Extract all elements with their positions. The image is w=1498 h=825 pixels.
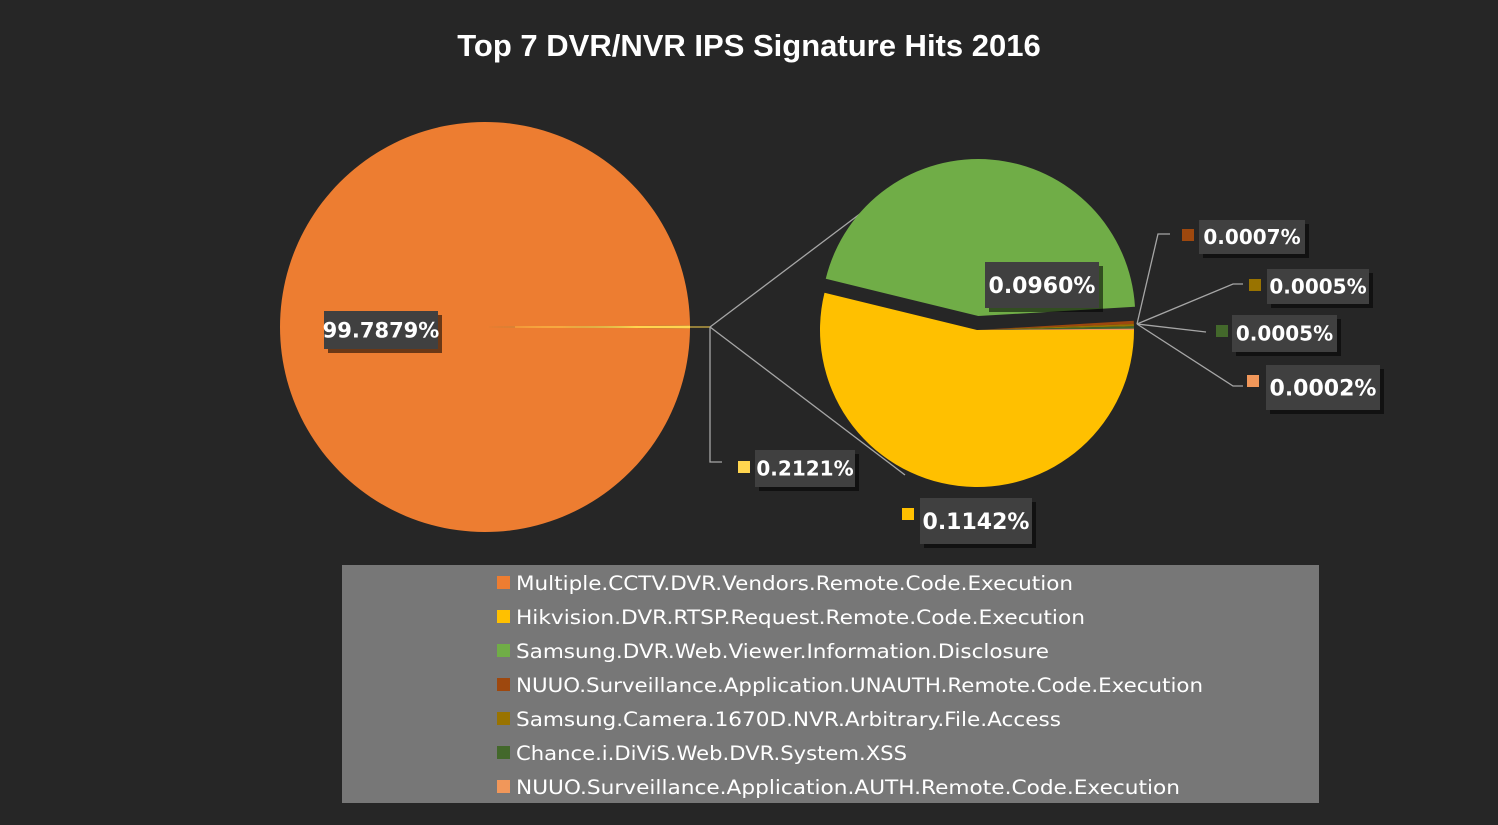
slice-samsung-camera-1670d-nvr-arbitrary-file-access	[977, 323, 1134, 330]
legend-swatch	[497, 610, 510, 623]
legend-label: Multiple.CCTV.DVR.Vendors.Remote.Code.Ex…	[516, 572, 1073, 595]
slice-nuuo-surveillance-application-auth-remote-code-execution	[977, 328, 1134, 330]
data-labels: 99.7879% 0.0960% 0.1142% 0.2121% 0.0007% 0.00…	[323, 220, 1384, 548]
data-label-text-samsung-camera: 0.0005%	[1269, 275, 1366, 299]
leader-line-other	[709, 327, 722, 463]
legend-label: Samsung.DVR.Web.Viewer.Information.Discl…	[516, 640, 1049, 663]
legend-label: Samsung.Camera.1670D.NVR.Arbitrary.File.…	[516, 708, 1061, 731]
data-label-nuuo-auth: 0.0002%	[1247, 365, 1384, 414]
data-label-samsung-dvr: 0.0960%	[985, 262, 1103, 312]
slice-chance-i-divis-web-dvr-system-xss	[977, 326, 1134, 330]
data-label-marker-chance-divis	[1216, 325, 1228, 337]
legend-swatch	[497, 712, 510, 725]
slice-nuuo-surveillance-application-unauth-remote-code-execution	[977, 320, 1134, 330]
legend-label: NUUO.Surveillance.Application.UNAUTH.Rem…	[516, 674, 1203, 697]
slice-hikvision-dvr-rtsp-request-remote-code-execution	[819, 292, 1134, 488]
data-label-marker-other	[738, 461, 750, 473]
data-label-nuuo-unauth: 0.0007%	[1182, 220, 1309, 258]
main-pie	[280, 122, 691, 532]
legend-swatch	[497, 644, 510, 657]
data-label-samsung-camera: 0.0005%	[1249, 269, 1373, 308]
data-label-text-samsung-dvr: 0.0960%	[989, 274, 1096, 299]
leader-line-nuuo-auth	[1136, 323, 1243, 387]
legend-item-nuuo-surveillance-application-unauth-remote-code-execution: NUUO.Surveillance.Application.UNAUTH.Rem…	[497, 674, 1203, 697]
legend-label: Chance.i.DiViS.Web.DVR.System.XSS	[516, 742, 907, 765]
data-label-hikvision: 0.1142%	[902, 498, 1036, 548]
data-label-other: 0.2121%	[738, 450, 859, 491]
legend-item-multiple-cctv-dvr-vendors-remote-code-execution: Multiple.CCTV.DVR.Vendors.Remote.Code.Ex…	[497, 572, 1073, 595]
legend-swatch	[497, 780, 510, 793]
data-label-chance-divis: 0.0005%	[1216, 315, 1341, 356]
legend: Multiple.CCTV.DVR.Vendors.Remote.Code.Ex…	[342, 565, 1319, 803]
slice-other	[485, 325, 691, 329]
legend-item-samsung-camera-1670d-nvr-arbitrary-file-access: Samsung.Camera.1670D.NVR.Arbitrary.File.…	[497, 708, 1061, 731]
data-label-text-chance-divis: 0.0005%	[1236, 322, 1333, 346]
data-label-marker-hikvision	[902, 508, 914, 520]
data-label-text-other: 0.2121%	[756, 457, 853, 481]
legend-label: Hikvision.DVR.RTSP.Request.Remote.Code.E…	[516, 606, 1085, 629]
legend-swatch	[497, 746, 510, 759]
legend-swatch	[497, 576, 510, 589]
legend-swatch	[497, 678, 510, 691]
leader-lines	[709, 233, 1243, 463]
data-label-marker-nuuo-unauth	[1182, 229, 1194, 241]
legend-label: NUUO.Surveillance.Application.AUTH.Remot…	[516, 776, 1180, 799]
data-label-text-multiple-cctv: 99.7879%	[323, 319, 440, 343]
legend-item-samsung-dvr-web-viewer-information-disclosure: Samsung.DVR.Web.Viewer.Information.Discl…	[497, 640, 1049, 663]
connector-line-top	[709, 194, 886, 328]
data-label-marker-samsung-camera	[1249, 279, 1261, 291]
chart-title: Top 7 DVR/NVR IPS Signature Hits 2016	[457, 28, 1040, 63]
leader-line-chance-divis	[1136, 323, 1207, 333]
connector-line-bottom	[709, 326, 906, 476]
slice-multiple-cctv-dvr-vendors-remote-code-execution	[280, 122, 690, 532]
legend-item-chance-i-divis-web-dvr-system-xss: Chance.i.DiViS.Web.DVR.System.XSS	[497, 742, 907, 765]
data-label-text-hikvision: 0.1142%	[923, 510, 1030, 535]
data-label-multiple-cctv: 99.7879%	[323, 311, 442, 353]
legend-item-nuuo-surveillance-application-auth-remote-code-execution: NUUO.Surveillance.Application.AUTH.Remot…	[497, 776, 1180, 799]
data-label-text-nuuo-unauth: 0.0007%	[1203, 225, 1300, 249]
data-label-marker-nuuo-auth	[1247, 375, 1259, 387]
data-label-text-nuuo-auth: 0.0002%	[1270, 376, 1377, 401]
leader-line-samsung-camera	[1136, 283, 1243, 325]
leader-line-nuuo-unauth	[1136, 233, 1170, 325]
legend-item-hikvision-dvr-rtsp-request-remote-code-execution: Hikvision.DVR.RTSP.Request.Remote.Code.E…	[497, 606, 1085, 629]
